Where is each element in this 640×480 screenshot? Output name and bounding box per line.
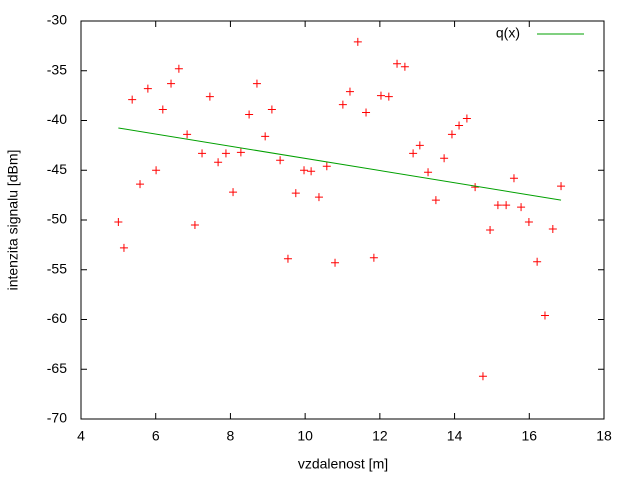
y-tick-label: -40 (47, 111, 67, 127)
point (517, 203, 526, 212)
point (198, 149, 207, 158)
point (353, 37, 362, 46)
point (471, 183, 480, 192)
point (307, 167, 316, 176)
point (493, 201, 502, 210)
point (447, 130, 456, 139)
point (152, 166, 161, 175)
point (331, 258, 340, 267)
point (533, 257, 542, 266)
point (183, 130, 192, 139)
point (119, 243, 128, 252)
x-tick-label: 4 (77, 428, 85, 444)
x-tick-label: 10 (297, 428, 313, 444)
point (557, 182, 566, 191)
point (236, 148, 245, 157)
point (190, 220, 199, 229)
point (114, 217, 123, 226)
y-tick-label: -55 (47, 260, 67, 276)
point (291, 189, 300, 198)
plot-frame (80, 20, 605, 420)
legend-label: q(x) (496, 25, 520, 41)
x-tick-label: 8 (227, 428, 235, 444)
point (267, 105, 276, 114)
y-tick-label: -70 (47, 410, 67, 426)
point (440, 154, 449, 163)
point (276, 156, 285, 165)
point (424, 168, 433, 177)
point (229, 188, 238, 197)
point (362, 108, 371, 117)
x-tick-label: 14 (447, 428, 463, 444)
y-tick-label: -65 (47, 360, 67, 376)
point (283, 254, 292, 263)
point (261, 132, 270, 141)
point (252, 79, 261, 88)
x-tick-label: 16 (521, 428, 537, 444)
point (409, 149, 418, 158)
point (214, 158, 223, 167)
point (143, 84, 152, 93)
point (245, 110, 254, 119)
point (393, 59, 402, 68)
point (376, 91, 385, 100)
point (415, 141, 424, 150)
point (540, 311, 549, 320)
x-tick-label: 6 (152, 428, 160, 444)
y-tick-label: -50 (47, 211, 67, 227)
point (174, 64, 183, 73)
x-tick-label: 12 (372, 428, 388, 444)
point (502, 201, 511, 210)
y-tick-label: -35 (47, 61, 67, 77)
y-axis-label: intenzita signalu [dBm] (5, 150, 21, 291)
point (524, 217, 533, 226)
point (338, 100, 347, 109)
point (431, 196, 440, 205)
point (384, 92, 393, 101)
point (158, 105, 167, 114)
point (455, 121, 464, 130)
point (300, 166, 309, 175)
point (478, 372, 487, 381)
x-axis-label: vzdalenost [m] (298, 456, 388, 472)
fit-line (118, 127, 562, 201)
point (136, 180, 145, 189)
point (462, 114, 471, 123)
point (400, 62, 409, 71)
point (345, 87, 354, 96)
y-tick-label: -30 (47, 12, 67, 28)
point (314, 193, 323, 202)
x-tick-label: 18 (596, 428, 612, 444)
point (167, 79, 176, 88)
point (548, 224, 557, 233)
point (221, 149, 230, 158)
point (486, 225, 495, 234)
y-tick-label: -45 (47, 161, 67, 177)
point (205, 92, 214, 101)
point (369, 253, 378, 262)
point (322, 162, 331, 171)
point (509, 174, 518, 183)
y-tick-label: -60 (47, 310, 67, 326)
point (128, 95, 137, 104)
